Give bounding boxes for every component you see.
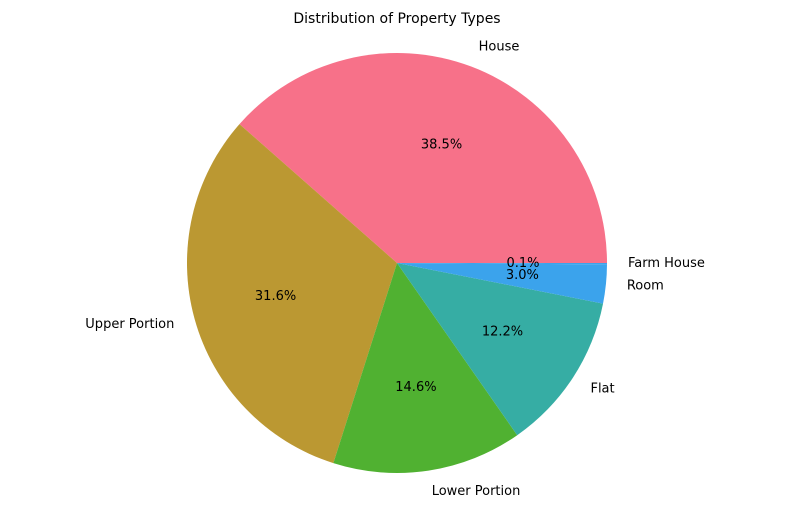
slice-label-farm-house: Farm House: [628, 256, 705, 271]
percent-label-flat: 12.2%: [482, 324, 523, 339]
slice-label-lower-portion: Lower Portion: [432, 484, 521, 499]
pie-slice-house: [239, 52, 607, 263]
percent-label-farm-house: 0.1%: [506, 256, 539, 271]
percent-labels: 38.5% 31.6% 14.6% 12.2% 3.0%0.1%: [255, 138, 540, 395]
slice-label-upper-portion: Upper Portion: [85, 317, 174, 332]
pie-slice-upper-portion: [186, 124, 397, 464]
percent-label-room: 3.0%: [506, 268, 539, 283]
percent-label-upper-portion: 31.6%: [255, 289, 296, 304]
pie-slice-farm-house: [397, 263, 607, 265]
percent-label-house: 38.5%: [421, 138, 462, 153]
chart-title: Distribution of Property Types: [293, 11, 500, 27]
slice-labels: House Upper Portion Lower Portion Flat Room F…: [85, 39, 705, 498]
slice-label-room: Room: [627, 279, 664, 294]
pie-slice-room: [397, 263, 607, 304]
slice-label-flat: Flat: [590, 382, 614, 397]
pie-slices: [186, 52, 607, 473]
pie-slice-lower-portion: [333, 263, 518, 473]
percent-label-lower-portion: 14.6%: [395, 380, 436, 395]
pie-slice-flat: [397, 263, 604, 436]
slice-label-house: House: [479, 39, 520, 54]
